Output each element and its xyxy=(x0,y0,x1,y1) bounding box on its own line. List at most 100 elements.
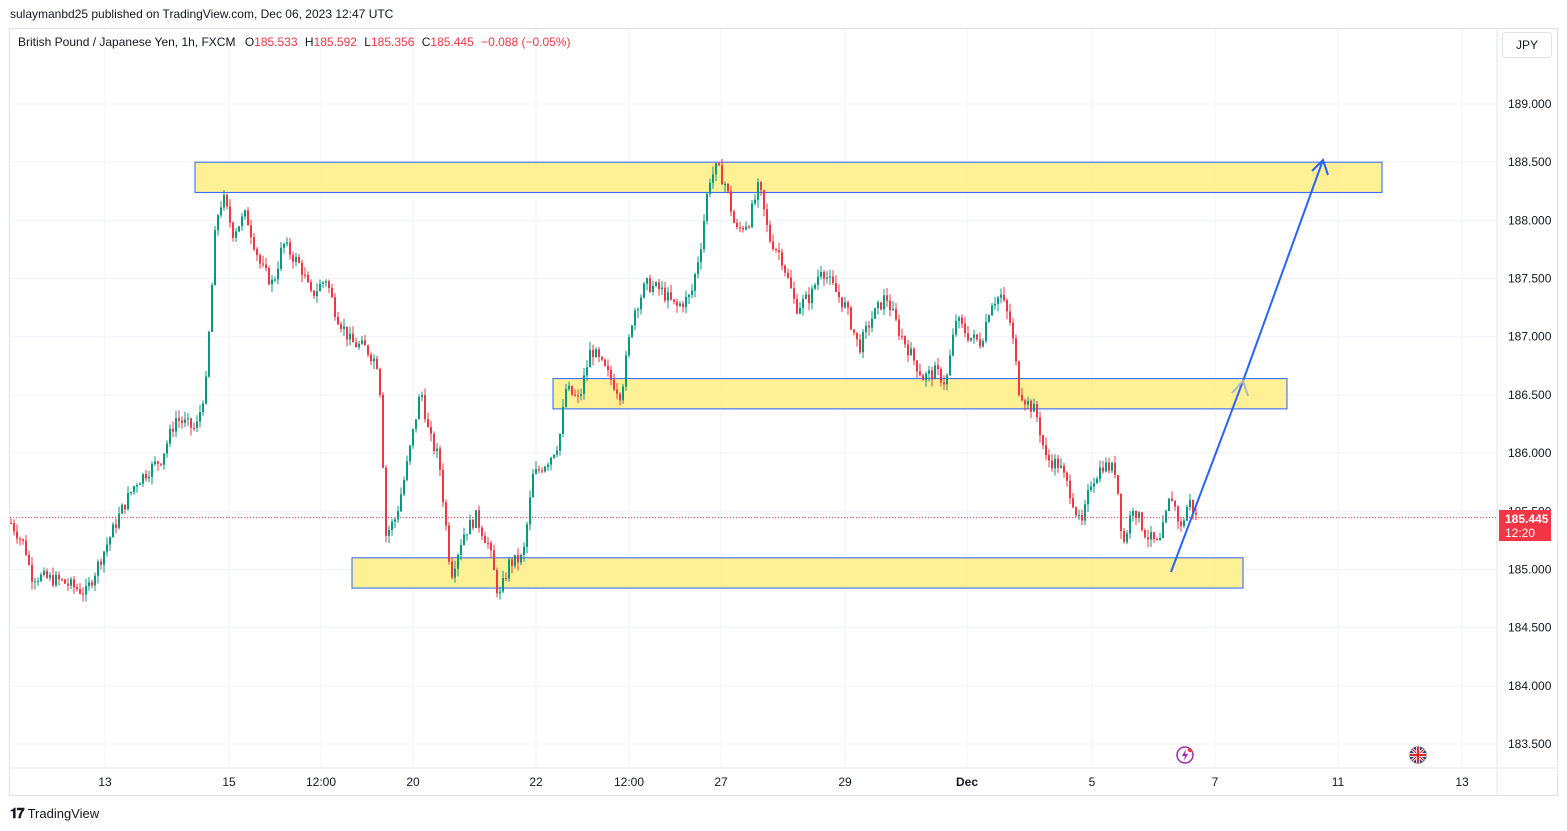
candle-body xyxy=(118,513,120,528)
candle-body xyxy=(199,411,201,422)
candle-body xyxy=(1111,462,1113,471)
candle-body xyxy=(58,574,60,580)
lightning-icon[interactable] xyxy=(1176,746,1194,764)
candle-body xyxy=(982,341,984,347)
candle-body xyxy=(655,282,657,286)
candle-body xyxy=(1033,404,1035,412)
candle-body xyxy=(1159,538,1161,540)
x-tick-label: 29 xyxy=(838,775,852,789)
candle-body xyxy=(703,220,705,250)
candle-body xyxy=(592,349,594,358)
candle-body xyxy=(424,394,426,420)
candle-body xyxy=(1069,480,1071,499)
last-price-tag: 185.445 12:20 xyxy=(1499,510,1551,541)
candle-body xyxy=(955,320,957,335)
candle-body xyxy=(730,191,732,212)
chart-frame[interactable] xyxy=(9,28,1558,796)
x-tick-label: 7 xyxy=(1212,775,1219,789)
tradingview-footer[interactable]: 𝟏𝟕 TradingView xyxy=(10,805,99,822)
candle-body xyxy=(31,564,33,582)
candle-body xyxy=(166,443,168,454)
candle-body xyxy=(418,396,420,420)
candle-body xyxy=(748,226,750,228)
y-tick-label: 187.500 xyxy=(1508,272,1552,286)
y-tick-label: 185.000 xyxy=(1508,562,1552,576)
candle-body xyxy=(712,174,714,183)
candle-body xyxy=(1084,504,1086,521)
candle-body xyxy=(724,183,726,185)
candle-body xyxy=(604,359,606,366)
candle-body xyxy=(502,578,504,592)
candle-body xyxy=(958,317,960,321)
candle-body xyxy=(802,298,804,308)
candle-body xyxy=(103,551,105,565)
candle-body xyxy=(1057,458,1059,468)
high-label: H xyxy=(304,35,314,49)
candle-body xyxy=(715,163,717,175)
candle-body xyxy=(151,463,153,477)
candle-body xyxy=(1132,510,1134,516)
candle-body xyxy=(304,274,306,276)
candle-body xyxy=(874,308,876,319)
candle-body xyxy=(220,207,222,216)
candle-body xyxy=(490,543,492,551)
candle-body xyxy=(763,190,765,210)
candle-body xyxy=(820,271,822,277)
candle-body xyxy=(652,285,654,292)
candle-body xyxy=(1105,462,1107,472)
candle-body xyxy=(382,394,384,468)
candle-body xyxy=(379,368,381,395)
candle-body xyxy=(568,386,570,390)
candle-body xyxy=(1171,498,1173,502)
candle-body xyxy=(616,389,618,394)
candle-body xyxy=(40,574,42,581)
candle-body xyxy=(970,337,972,341)
candle-body xyxy=(1003,294,1005,301)
candle-body xyxy=(274,279,276,281)
uk-flag-icon[interactable] xyxy=(1409,746,1427,764)
candle-body xyxy=(751,203,753,227)
candle-body xyxy=(364,340,366,346)
y-tick-label: 188.500 xyxy=(1508,155,1552,169)
candle-body xyxy=(685,296,687,308)
candle-body xyxy=(550,457,552,465)
open-value: 185.533 xyxy=(254,35,298,49)
candle-body xyxy=(733,211,735,223)
open-label: O xyxy=(244,35,255,49)
candle-body xyxy=(658,282,660,290)
candle-body xyxy=(985,321,987,342)
candle-body xyxy=(541,470,543,472)
candle-body xyxy=(697,262,699,275)
candle-body xyxy=(742,227,744,230)
candle-body xyxy=(505,578,507,580)
candle-body xyxy=(187,418,189,420)
candle-body xyxy=(586,367,588,376)
candle-body xyxy=(211,285,213,332)
candle-body xyxy=(523,546,525,556)
candle-body xyxy=(469,519,471,535)
candle-body xyxy=(691,290,693,295)
candle-body xyxy=(901,335,903,337)
candle-body xyxy=(898,319,900,336)
candle-body xyxy=(1138,512,1140,518)
candle-body xyxy=(625,355,627,387)
candle-body xyxy=(463,534,465,545)
candle-body xyxy=(835,283,837,292)
candle-body xyxy=(511,559,513,566)
candle-body xyxy=(577,395,579,397)
zones xyxy=(194,161,1383,589)
candle-body xyxy=(979,339,981,347)
candle-body xyxy=(109,537,111,545)
candle-body xyxy=(562,406,564,434)
candle-body xyxy=(106,544,108,552)
candle-body xyxy=(361,340,363,344)
candle-body xyxy=(439,448,441,470)
arrow-leg-1 xyxy=(1170,380,1244,573)
axes: 189.000 188.500 188.000 187.500 187.000 186.5… xyxy=(9,29,1558,796)
candle-body xyxy=(838,291,840,298)
currency-button[interactable]: JPY xyxy=(1502,32,1552,58)
candle-body xyxy=(16,531,18,539)
candle-body xyxy=(517,554,519,563)
candle-body xyxy=(466,534,468,536)
